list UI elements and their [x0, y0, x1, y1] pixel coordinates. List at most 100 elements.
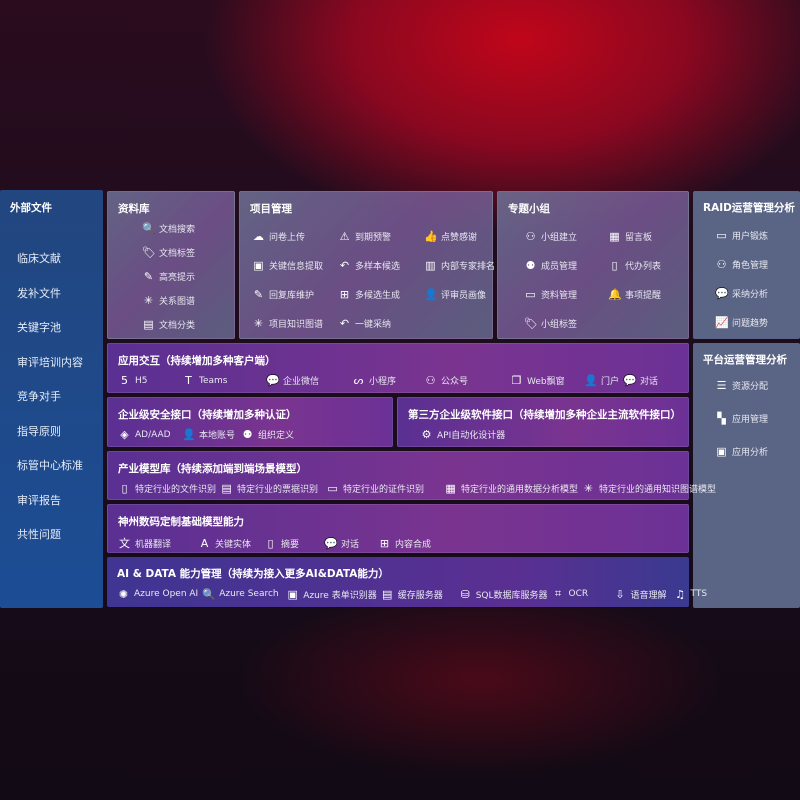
item-点赞感谢[interactable]: 👍 点赞感谢 [424, 230, 477, 243]
user-icon: 👤 [424, 288, 438, 301]
item-label: 特定行业的证件识别 [343, 485, 425, 495]
ranking-icon: ▥ [425, 259, 436, 272]
item-label: OCR [568, 589, 589, 599]
item-角色管理[interactable]: ⚇ 角色管理 [715, 258, 768, 271]
item-label: 文档搜索 [159, 225, 196, 235]
sidebar-item[interactable]: 指导原则 [17, 424, 61, 438]
account-icon: 👤 [182, 428, 196, 441]
item-组织定义[interactable]: ⚉ 组织定义 [241, 428, 294, 441]
sidebar-item[interactable]: 竞争对手 [17, 390, 61, 403]
item-门户[interactable]: 👤 门户 [584, 374, 619, 387]
item-特定行业的证件识别[interactable]: ▭ 特定行业的证件识别 [326, 482, 440, 495]
item-AD/AAD[interactable]: ◈ AD/AAD [118, 428, 178, 441]
interaction-panel: 应用交互（持续增加多种客户端） 5 H5 T Teams 💬 企业微信 ᔕ 小程序 ⚇ 公众号 ❐ W… [107, 343, 689, 393]
sidebar-item[interactable]: 标管中心标准 [17, 459, 83, 472]
summary-icon: ▯ [267, 536, 274, 550]
item-特定行业的文件识别[interactable]: ▯ 特定行业的文件识别 [118, 482, 216, 495]
item-Teams[interactable]: T Teams [182, 374, 262, 387]
item-内部专家排名[interactable]: ▥ 内部专家排名 [424, 259, 495, 272]
chart-icon: ▦ [445, 482, 456, 495]
document-search-icon: 🔍 [142, 222, 156, 235]
base-title: 神州数码定制基础模型能力 [118, 516, 244, 528]
sidebar: 外部文件 临床文献 发补文件 关键字池 审评培训内容 竞争对手 指导原则 标管中心标准 审评报… [0, 190, 103, 608]
entity-icon: A [200, 536, 209, 550]
item-文档分类[interactable]: ▤ 文档分类 [142, 318, 195, 331]
item-小程序[interactable]: ᔕ 小程序 [352, 374, 420, 387]
item-采纳分析[interactable]: 💬 采纳分析 [715, 287, 768, 300]
item-小组建立[interactable]: ⚇ 小组建立 [524, 230, 577, 243]
item-事项提醒[interactable]: 🔔 事项提醒 [608, 288, 661, 301]
item-资料管理[interactable]: ▭ 资料管理 [524, 288, 577, 301]
item-多样本候选[interactable]: ↶ 多样本候选 [338, 259, 400, 272]
item-OCR[interactable]: ⌗ OCR [552, 587, 610, 601]
item-文档搜索[interactable]: 🔍 文档搜索 [142, 222, 195, 235]
interaction-title: 应用交互（持续增加多种客户端） [118, 355, 276, 367]
item-label: Teams [199, 375, 228, 386]
item-应用分析[interactable]: ▣ 应用分析 [715, 445, 768, 458]
item-Azure-Search[interactable]: 🔍 Azure Search [202, 587, 282, 601]
item-关系图谱[interactable]: ✳ 关系图谱 [142, 294, 195, 307]
tag-icon: 🏷 [524, 317, 538, 330]
item-一键采纳[interactable]: ↶ 一键采纳 [338, 317, 391, 330]
item-本地账号[interactable]: 👤 本地账号 [182, 428, 237, 441]
item-关键实体[interactable]: A 关键实体 [198, 535, 260, 551]
item-H5[interactable]: 5 H5 [118, 374, 178, 387]
item-特定行业的通用数据分析模型[interactable]: ▦ 特定行业的通用数据分析模型 [444, 482, 578, 495]
item-label: 小组建立 [541, 233, 578, 243]
item-问卷上传[interactable]: ☁ 问卷上传 [252, 230, 305, 243]
cloud-upload-icon: ☁ [253, 230, 264, 243]
item-Web飘窗[interactable]: ❐ Web飘窗 [510, 374, 580, 387]
item-label: 代办列表 [625, 262, 662, 272]
item-公众号[interactable]: ⚇ 公众号 [424, 374, 506, 387]
item-Azure-Open-AI[interactable]: ✺ Azure Open AI [117, 587, 198, 601]
item-小组标签[interactable]: 🏷 小组标签 [524, 317, 577, 330]
item-回复库维护[interactable]: ✎ 回复库维护 [252, 288, 314, 301]
item-高亮提示[interactable]: ✎ 高亮提示 [142, 270, 195, 283]
sidebar-item[interactable]: 临床文献 [17, 252, 61, 265]
item-特定行业的通用知识图谱模型[interactable]: ✳ 特定行业的通用知识图谱模型 [582, 482, 716, 495]
sidebar-item[interactable]: 共性问题 [17, 528, 61, 541]
item-问题趋势[interactable]: 📈 问题趋势 [715, 316, 768, 329]
item-代办列表[interactable]: ▯ 代办列表 [608, 259, 661, 272]
item-成员管理[interactable]: ⚉ 成员管理 [524, 259, 577, 272]
item-企业微信[interactable]: 💬 企业微信 [266, 374, 348, 387]
item-语音理解[interactable]: ⇩ 语音理解 [614, 587, 670, 601]
item-留言板[interactable]: ▦ 留言板 [608, 230, 652, 243]
item-label: 成员管理 [541, 262, 578, 272]
item-用户锻炼[interactable]: ▭ 用户锻炼 [715, 229, 768, 242]
item-label: 组织定义 [258, 431, 295, 441]
item-多候选生成[interactable]: ⊞ 多候选生成 [338, 288, 400, 301]
item-label: 关系图谱 [159, 297, 196, 307]
item-机器翻译[interactable]: 文机器翻译 [118, 535, 194, 551]
id-card-icon: ▭ [716, 229, 727, 242]
item-项目知识图谱[interactable]: ✳ 项目知识图谱 [252, 317, 323, 330]
item-Azure-表单识别器[interactable]: ▣ Azure 表单识别器 [286, 587, 377, 601]
item-label: API自动化设计器 [437, 431, 506, 441]
thirdparty-panel: 第三方企业级软件接口（持续增加多种企业主流软件接口） ⚙ API自动化设计器 [397, 397, 689, 447]
trend-icon: 📈 [715, 316, 729, 329]
sidebar-item[interactable]: 发补文件 [17, 286, 61, 300]
item-应用管理[interactable]: ▚ 应用管理 [715, 412, 768, 425]
gear-icon: ⚙ [421, 428, 432, 441]
item-label: 缓存服务器 [397, 590, 443, 601]
item-特定行业的票据识别[interactable]: ▤ 特定行业的票据识别 [220, 482, 322, 495]
sidebar-item[interactable]: 关键字池 [17, 321, 61, 334]
item-label: 项目知识图谱 [269, 320, 324, 330]
item-关键信息提取[interactable]: ▣ 关键信息提取 [252, 259, 323, 272]
item-API自动化设计器[interactable]: ⚙ API自动化设计器 [420, 428, 506, 441]
item-内容合成[interactable]: ⊞ 内容合成 [378, 535, 431, 551]
item-label: 内部专家排名 [441, 262, 496, 272]
item-对话[interactable]: 💬 对话 [324, 535, 374, 551]
item-缓存服务器[interactable]: ▤ 缓存服务器 [381, 587, 455, 601]
item-label: 多候选生成 [355, 291, 401, 301]
item-对话[interactable]: 💬 对话 [623, 374, 658, 387]
item-SQL数据库服务器[interactable]: ⛁ SQL数据库服务器 [459, 587, 548, 601]
sidebar-item[interactable]: 审评报告 [17, 493, 61, 507]
item-摘要[interactable]: ▯ 摘要 [264, 535, 320, 551]
item-到期预警[interactable]: ⚠ 到期预警 [338, 230, 391, 243]
item-TTS[interactable]: ♫ TTS [674, 587, 707, 601]
sidebar-item[interactable]: 审评培训内容 [17, 355, 83, 369]
item-资源分配[interactable]: ☰ 资源分配 [715, 379, 768, 392]
item-评审员画像[interactable]: 👤 评审员画像 [424, 288, 486, 301]
item-文档标签[interactable]: 🏷 文档标签 [142, 246, 195, 259]
